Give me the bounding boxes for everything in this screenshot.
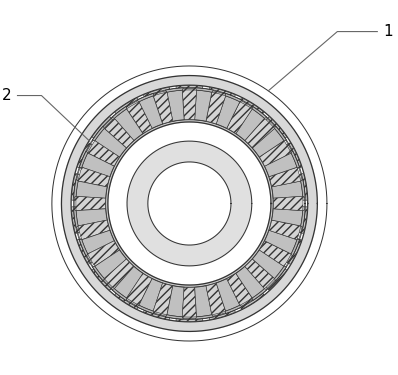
Polygon shape — [72, 207, 83, 234]
Text: 1: 1 — [383, 24, 392, 39]
Polygon shape — [144, 87, 171, 102]
Polygon shape — [259, 241, 291, 266]
Polygon shape — [182, 90, 197, 120]
Polygon shape — [92, 266, 115, 290]
Polygon shape — [236, 267, 265, 298]
Polygon shape — [115, 98, 141, 118]
Polygon shape — [301, 179, 305, 197]
Text: 2: 2 — [2, 88, 11, 103]
Polygon shape — [238, 98, 264, 118]
Polygon shape — [236, 109, 265, 141]
Polygon shape — [139, 279, 163, 311]
Polygon shape — [195, 315, 213, 319]
Polygon shape — [195, 90, 212, 121]
Polygon shape — [176, 313, 203, 321]
Polygon shape — [252, 250, 284, 279]
Polygon shape — [114, 267, 143, 298]
Polygon shape — [137, 305, 154, 314]
Polygon shape — [216, 279, 240, 311]
Polygon shape — [114, 109, 143, 141]
Polygon shape — [112, 289, 127, 301]
Polygon shape — [301, 210, 305, 228]
Polygon shape — [78, 167, 110, 187]
Polygon shape — [74, 210, 78, 228]
Polygon shape — [176, 86, 203, 94]
Polygon shape — [291, 239, 300, 256]
Polygon shape — [269, 167, 301, 187]
Polygon shape — [167, 90, 184, 121]
Polygon shape — [74, 179, 78, 197]
Polygon shape — [78, 220, 110, 240]
Polygon shape — [195, 88, 213, 92]
Polygon shape — [259, 141, 291, 166]
Polygon shape — [225, 305, 242, 314]
Polygon shape — [95, 128, 127, 157]
Polygon shape — [82, 153, 114, 177]
Polygon shape — [165, 315, 183, 319]
Polygon shape — [275, 126, 287, 141]
Polygon shape — [206, 92, 226, 124]
Polygon shape — [79, 151, 88, 168]
Polygon shape — [61, 75, 317, 332]
Polygon shape — [245, 118, 275, 148]
Polygon shape — [165, 88, 183, 92]
Polygon shape — [77, 238, 95, 264]
Polygon shape — [115, 289, 141, 309]
Polygon shape — [77, 142, 95, 170]
Polygon shape — [167, 286, 184, 317]
Polygon shape — [206, 283, 226, 315]
Polygon shape — [144, 305, 171, 320]
Polygon shape — [139, 96, 163, 128]
Polygon shape — [92, 117, 115, 141]
Polygon shape — [153, 283, 173, 315]
Polygon shape — [104, 118, 134, 148]
Polygon shape — [72, 174, 83, 200]
Polygon shape — [225, 93, 242, 102]
Polygon shape — [92, 126, 104, 141]
Polygon shape — [79, 239, 88, 256]
Polygon shape — [127, 102, 152, 134]
Polygon shape — [92, 266, 104, 281]
Polygon shape — [137, 93, 154, 102]
Polygon shape — [76, 196, 105, 211]
Polygon shape — [252, 289, 267, 301]
Polygon shape — [269, 220, 301, 240]
Polygon shape — [195, 286, 212, 317]
Polygon shape — [216, 96, 240, 128]
Polygon shape — [182, 287, 197, 317]
Polygon shape — [76, 209, 107, 226]
Polygon shape — [82, 230, 114, 254]
Polygon shape — [227, 273, 252, 305]
Polygon shape — [105, 120, 273, 288]
Polygon shape — [252, 128, 284, 157]
Polygon shape — [284, 238, 302, 264]
Polygon shape — [245, 259, 275, 289]
Polygon shape — [76, 181, 107, 198]
Polygon shape — [153, 92, 173, 124]
Polygon shape — [272, 209, 303, 226]
Polygon shape — [284, 142, 302, 170]
Polygon shape — [264, 266, 287, 290]
Polygon shape — [88, 141, 119, 166]
Polygon shape — [296, 174, 307, 200]
Polygon shape — [208, 305, 235, 320]
Polygon shape — [127, 141, 252, 266]
Polygon shape — [88, 241, 119, 266]
Polygon shape — [291, 151, 300, 168]
Polygon shape — [296, 207, 307, 234]
Polygon shape — [227, 102, 252, 134]
Polygon shape — [265, 230, 297, 254]
Polygon shape — [208, 87, 235, 102]
Polygon shape — [264, 117, 287, 141]
Polygon shape — [265, 153, 297, 177]
Polygon shape — [112, 106, 127, 118]
Polygon shape — [252, 106, 267, 118]
Polygon shape — [275, 266, 287, 281]
Polygon shape — [273, 196, 303, 211]
Polygon shape — [272, 181, 303, 198]
Polygon shape — [95, 250, 127, 279]
Polygon shape — [238, 289, 264, 309]
Polygon shape — [104, 259, 134, 289]
Polygon shape — [127, 273, 152, 305]
